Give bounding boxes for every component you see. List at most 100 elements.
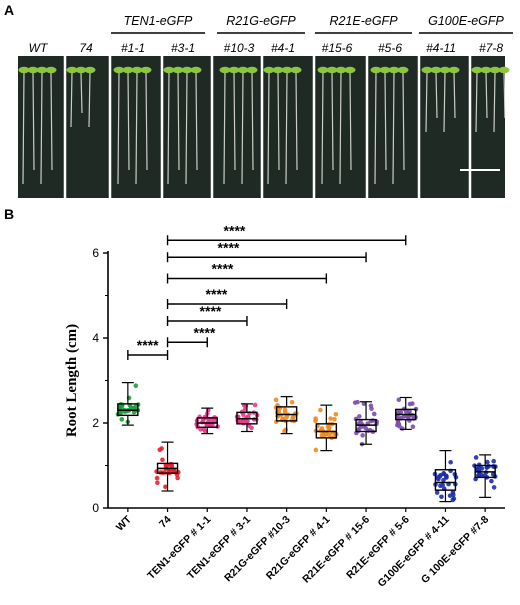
data-point xyxy=(490,472,496,477)
seedling-root xyxy=(32,71,35,171)
seedling-root xyxy=(374,71,377,185)
box-3 xyxy=(194,407,220,435)
seedling-root xyxy=(443,71,446,133)
data-point xyxy=(489,478,494,484)
significance-stars: **** xyxy=(206,286,228,302)
significance-stars: **** xyxy=(218,239,240,255)
data-point xyxy=(357,414,362,419)
seedling-root xyxy=(251,71,254,171)
data-point xyxy=(332,416,337,422)
seedling-leaf xyxy=(430,66,442,74)
data-point xyxy=(154,475,160,481)
seedling-leaf xyxy=(219,66,231,74)
seedling-root xyxy=(475,71,478,133)
data-point xyxy=(438,473,443,478)
seedling-root xyxy=(223,71,226,185)
group-header: TEN1-eGFP xyxy=(124,14,193,28)
panel-b-letter: B xyxy=(4,206,14,222)
data-point xyxy=(438,483,443,489)
significance-stars: **** xyxy=(137,337,159,353)
seedling-leaf xyxy=(397,66,409,74)
seedling-root xyxy=(392,71,395,185)
seedling-leaf xyxy=(181,66,193,74)
box-4 xyxy=(234,402,260,433)
data-point xyxy=(400,426,405,431)
data-point xyxy=(407,401,413,407)
y-tick-label: 4 xyxy=(92,331,99,345)
seedling-root xyxy=(384,71,387,171)
seedling-root xyxy=(127,71,130,171)
group-header: R21E-eGFP xyxy=(329,14,398,28)
seedling-root xyxy=(425,71,428,133)
seedling-leaf xyxy=(272,66,284,74)
data-point xyxy=(207,422,213,428)
seedling-root xyxy=(117,71,120,185)
y-tick-label: 6 xyxy=(92,246,99,260)
lane-label: 74 xyxy=(79,41,93,55)
data-point xyxy=(368,403,374,409)
data-point xyxy=(282,428,287,434)
y-tick-label: 0 xyxy=(92,501,99,515)
data-point xyxy=(290,415,296,420)
data-point xyxy=(163,484,168,490)
seedling-leaf xyxy=(122,66,134,74)
seedling-root xyxy=(185,71,188,185)
box-6 xyxy=(313,404,339,453)
data-point xyxy=(441,477,446,483)
seedling-root xyxy=(321,71,324,185)
seedling-leaf xyxy=(326,66,338,74)
data-point xyxy=(289,399,295,405)
x-tick-label: R21E-eGFP # 15-6 xyxy=(300,514,372,586)
data-point xyxy=(473,455,479,460)
seedling-root xyxy=(277,71,280,171)
seedling-leaf xyxy=(335,66,347,74)
seedling-root xyxy=(295,71,298,171)
lane-label: #10-3 xyxy=(224,41,255,55)
significance-bracket: **** xyxy=(127,337,169,360)
seedling-leaf xyxy=(36,66,48,74)
y-axis-label: Root Length (cm) xyxy=(64,324,80,437)
seedling-root xyxy=(177,71,180,171)
seedling-root xyxy=(88,71,91,128)
significance-stars: **** xyxy=(194,324,216,340)
significance-stars: **** xyxy=(200,303,222,319)
seedling-root xyxy=(167,71,170,185)
box-2 xyxy=(154,441,181,492)
seedling-leaf xyxy=(439,66,451,74)
seedling-leaf xyxy=(498,66,510,74)
seedling-root xyxy=(233,71,236,171)
data-point xyxy=(157,447,163,453)
seedling-leaf xyxy=(263,66,275,74)
data-point xyxy=(321,432,327,438)
data-point xyxy=(479,466,485,471)
seedling-root xyxy=(195,71,198,171)
seedling-root xyxy=(241,71,244,185)
seedling-leaf xyxy=(237,66,249,74)
data-point xyxy=(358,419,363,424)
lane-label: #5-6 xyxy=(378,41,402,55)
data-point xyxy=(240,412,246,417)
data-point xyxy=(133,383,139,389)
data-point xyxy=(252,402,258,408)
seedling-root xyxy=(402,71,405,171)
data-point xyxy=(407,408,412,414)
data-point xyxy=(450,489,456,495)
seedling-leaf xyxy=(84,66,96,74)
data-point xyxy=(398,409,404,415)
x-tick-label: 74 xyxy=(157,514,174,531)
seedling-leaf xyxy=(489,66,501,74)
data-point xyxy=(282,407,288,413)
seedling-leaf xyxy=(75,66,87,74)
data-point xyxy=(212,418,218,423)
seedling-leaf xyxy=(290,66,302,74)
data-point xyxy=(434,490,440,495)
seedling-root xyxy=(503,71,506,119)
lane-label: #15-6 xyxy=(322,41,353,55)
data-point xyxy=(202,428,208,434)
data-point xyxy=(318,407,323,413)
seedling-leaf xyxy=(66,66,78,74)
data-point xyxy=(313,447,319,453)
data-point xyxy=(160,457,165,463)
data-point xyxy=(396,397,402,403)
